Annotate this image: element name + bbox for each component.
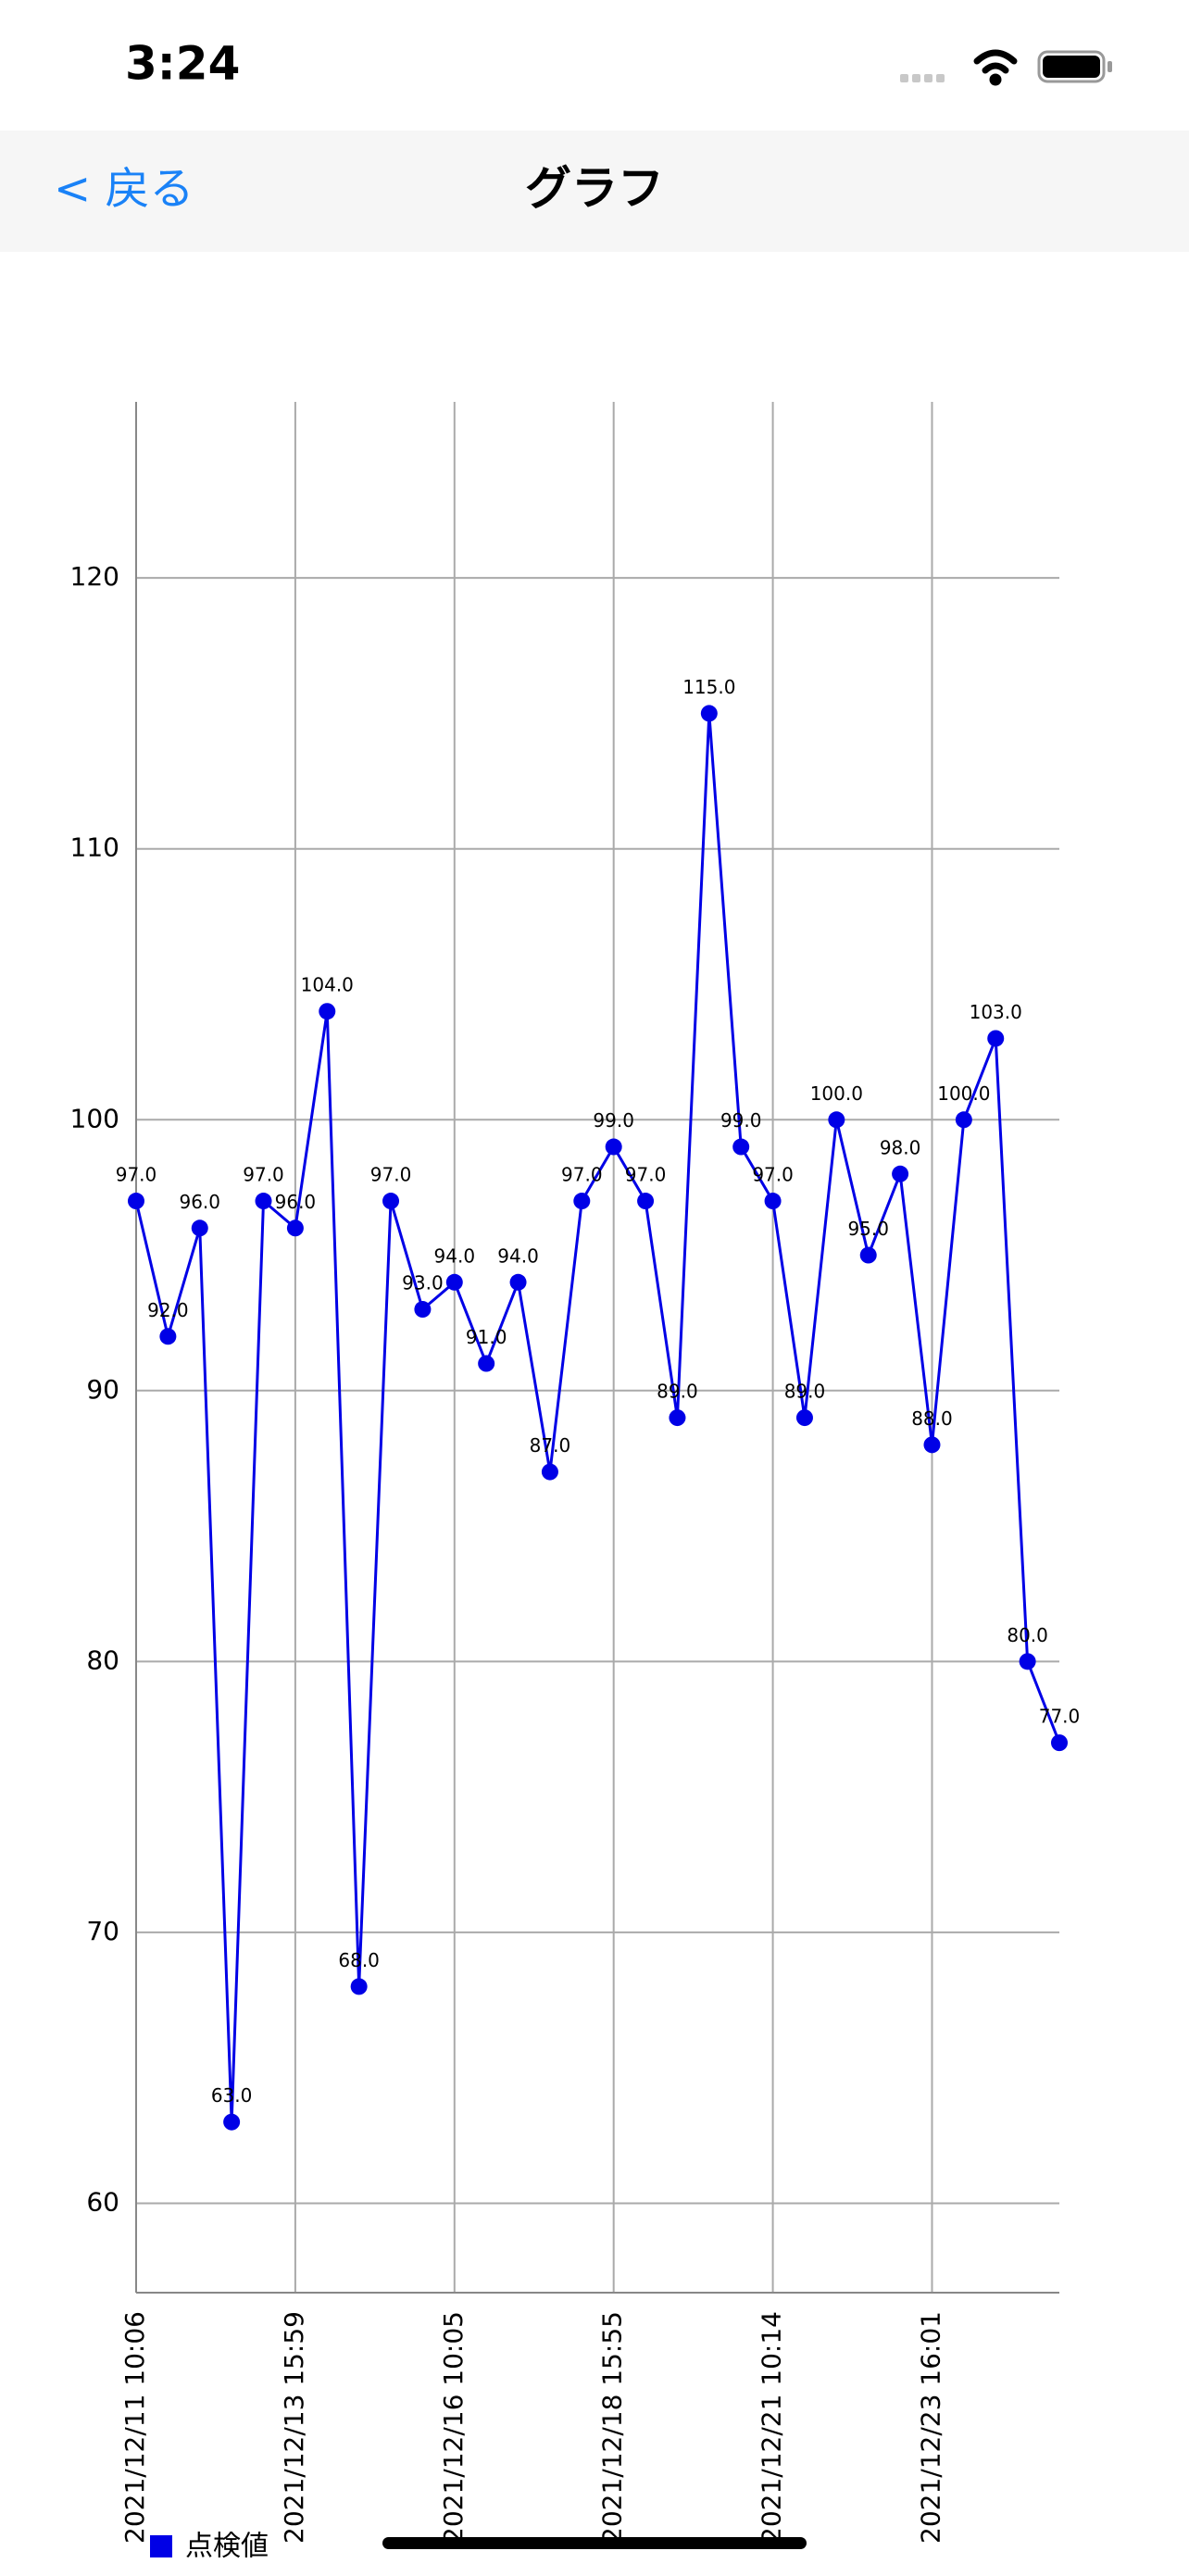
data-point [509,1273,527,1291]
y-tick-label: 60 [86,2186,119,2217]
data-label: 99.0 [720,1109,762,1132]
data-point [700,705,718,722]
home-indicator [382,2537,807,2549]
signal-icon [900,74,945,82]
data-point [828,1111,845,1129]
data-point [128,1193,144,1210]
x-tick-label: 2021/12/13 15:59 [279,2311,309,2544]
data-label: 77.0 [1039,1706,1081,1728]
data-point [987,1030,1005,1047]
status-time: 3:24 [125,37,240,91]
data-point [159,1328,177,1345]
data-point [637,1193,655,1210]
wifi-icon [973,49,1018,86]
data-point [923,1436,941,1454]
data-point [1051,1734,1068,1752]
data-label: 103.0 [970,1001,1022,1023]
data-label: 94.0 [434,1244,476,1267]
data-label: 96.0 [275,1191,317,1213]
battery-tip [1108,61,1112,72]
data-point [319,1003,336,1020]
data-point [414,1301,432,1319]
data-label: 100.0 [937,1082,990,1105]
data-label: 97.0 [116,1164,157,1186]
data-label: 100.0 [810,1082,863,1105]
data-label: 89.0 [784,1381,826,1403]
y-tick-label: 90 [86,1374,119,1405]
data-label: 93.0 [402,1272,444,1294]
x-tick-label: 2021/12/16 10:05 [438,2311,469,2544]
data-point [445,1273,463,1291]
data-label: 68.0 [338,1949,380,1971]
x-tick-label: 2021/12/21 10:14 [757,2311,787,2544]
data-point [955,1111,972,1129]
data-point [223,2113,241,2131]
y-tick-label: 120 [70,561,119,592]
legend-swatch [150,2535,172,2557]
nav-title: グラフ [525,162,664,216]
data-label: 97.0 [625,1164,667,1186]
x-tick-label: 2021/12/18 15:55 [597,2311,628,2544]
data-point [859,1246,877,1264]
data-point [795,1409,813,1427]
data-point [286,1219,304,1237]
battery-icon [1037,50,1106,83]
y-tick-label: 70 [86,1916,119,1946]
data-point [382,1193,400,1210]
data-point [1019,1653,1036,1670]
data-label: 92.0 [147,1299,189,1321]
legend-label: 点検値 [185,2531,269,2563]
data-label: 80.0 [1007,1624,1048,1646]
data-label: 99.0 [593,1109,634,1132]
data-label: 94.0 [497,1244,539,1267]
data-label: 115.0 [682,676,735,698]
y-tick-label: 80 [86,1644,119,1675]
x-tick-label: 2021/12/11 10:06 [119,2311,150,2544]
data-label: 96.0 [179,1191,220,1213]
data-point [669,1409,686,1427]
battery-level [1043,56,1100,78]
data-label: 63.0 [211,2084,253,2107]
data-point [732,1138,750,1156]
x-tick-label: 2021/12/23 16:01 [915,2311,945,2544]
data-point [191,1219,208,1237]
y-tick-label: 110 [70,832,119,863]
data-label: 95.0 [847,1218,889,1240]
data-point [541,1463,558,1481]
data-point [478,1355,495,1372]
data-point [764,1193,782,1210]
data-label: 88.0 [911,1407,953,1430]
data-label: 91.0 [466,1326,507,1348]
y-tick-label: 100 [70,1103,119,1133]
data-label: 98.0 [880,1136,921,1158]
data-label: 104.0 [301,974,354,996]
data-label: 97.0 [243,1164,284,1186]
data-point [350,1978,368,1995]
data-label: 97.0 [752,1164,794,1186]
data-label: 87.0 [530,1434,571,1457]
back-button[interactable]: < 戻る [54,163,194,215]
nav-bar [0,131,1189,252]
data-label: 97.0 [561,1164,603,1186]
data-point [573,1193,591,1210]
data-point [255,1193,272,1210]
data-label: 89.0 [657,1381,698,1403]
data-label: 97.0 [370,1164,412,1186]
data-point [605,1138,622,1156]
data-point [892,1165,909,1182]
